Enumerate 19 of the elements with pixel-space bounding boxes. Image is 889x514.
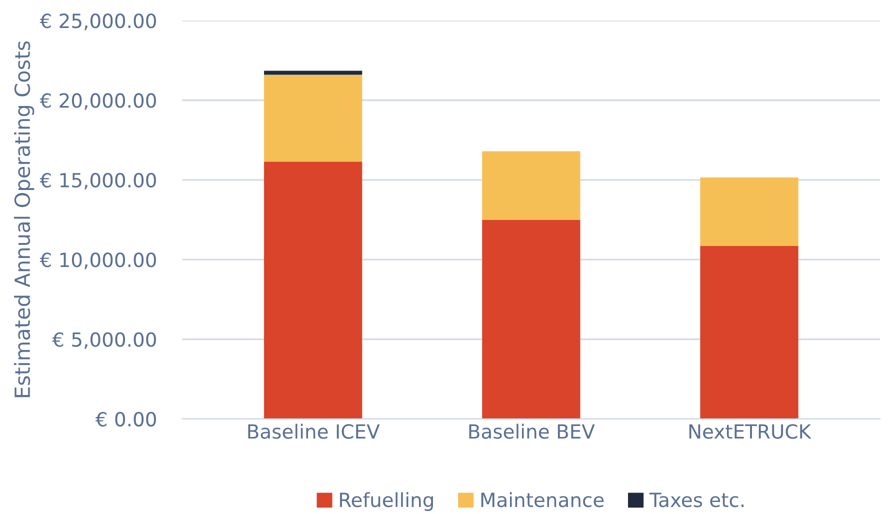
bar [264,74,362,162]
bar [700,178,798,246]
y-tick-label: € 5,000.00 [52,332,156,349]
y-tick-label: € 15,000.00 [40,172,156,190]
legend-label: Refuelling [340,492,433,511]
x-tick-label: NextETRUCK [689,424,812,439]
bar [700,246,798,419]
x-tick-label: Baseline ICEV [248,424,380,439]
bar [482,220,580,419]
bar [264,162,362,419]
legend-label: Taxes etc. [649,492,744,508]
y-axis-title: Estimated Annual Operating Costs [14,41,34,398]
bar [482,151,580,220]
legend-label: Maintenance [481,492,604,508]
y-tick-label: € 25,000.00 [40,14,156,30]
y-tick-label: € 10,000.00 [40,252,156,270]
y-tick-label: € 0.00 [95,412,156,427]
x-tick-label: Baseline BEV [469,424,595,439]
y-tick-label: € 20,000.00 [40,93,156,110]
